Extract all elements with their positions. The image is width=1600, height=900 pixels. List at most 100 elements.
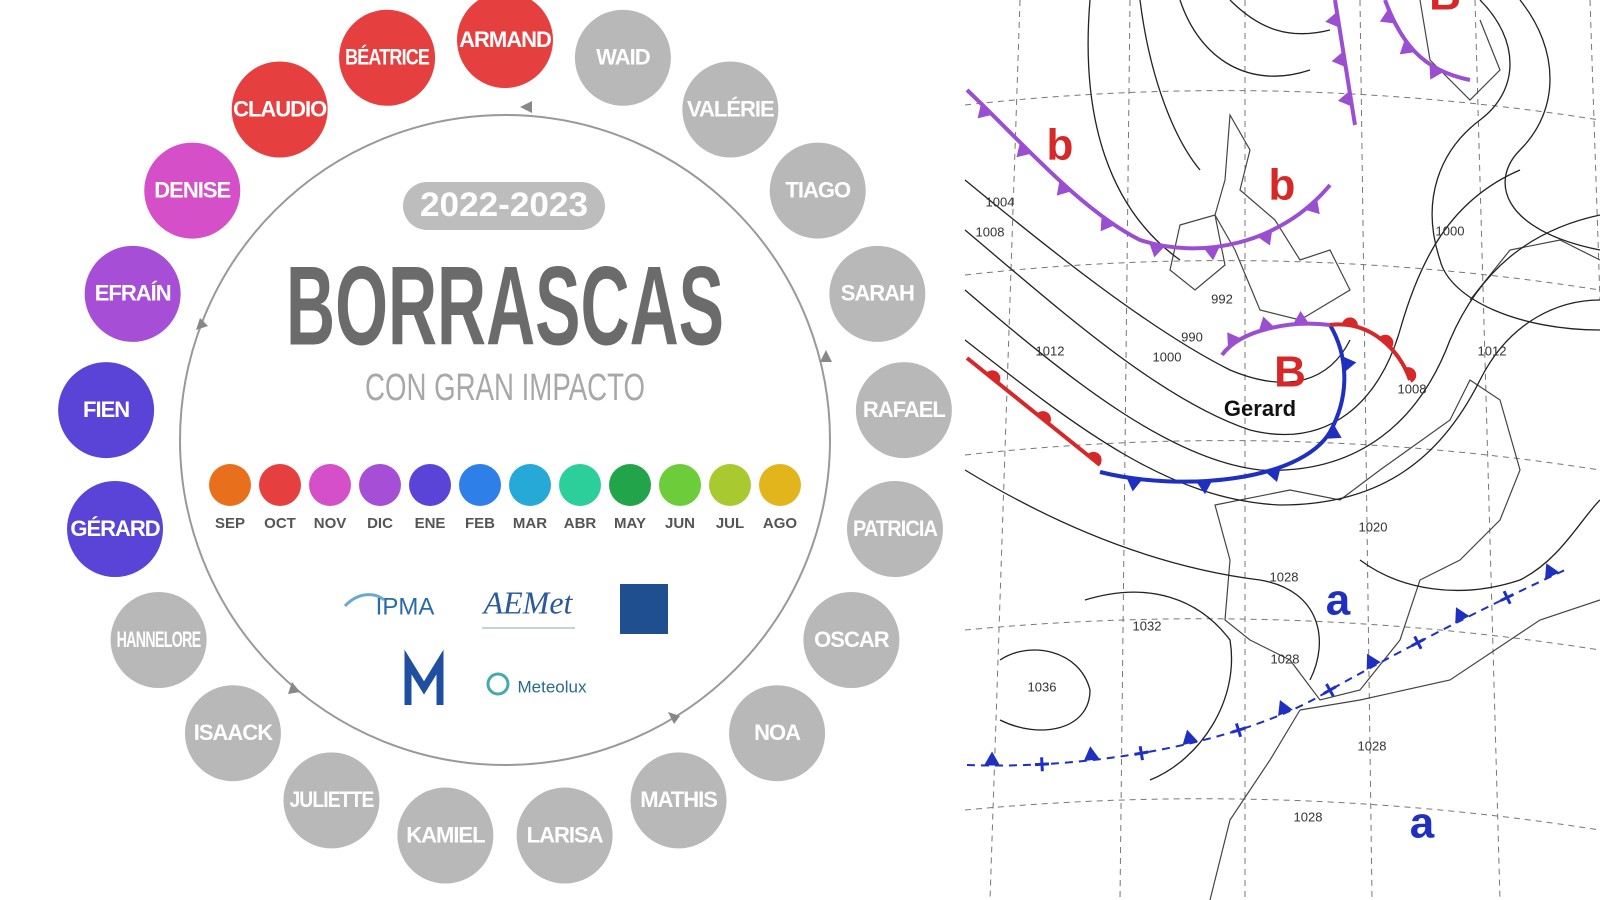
front-symbol: [1231, 722, 1246, 738]
month-dot: [509, 464, 551, 506]
front-symbol: [1379, 334, 1394, 349]
front-symbol: [1544, 563, 1560, 580]
front-symbol: [1182, 729, 1199, 746]
isobar: [999, 649, 1091, 731]
front-symbol: [1134, 746, 1149, 761]
storm-name: CLAUDIO: [233, 96, 327, 121]
isobar-label: 992: [1211, 291, 1233, 306]
month-label: MAY: [614, 515, 646, 532]
ring-arrow: [820, 350, 832, 362]
month-label: NOV: [314, 515, 347, 532]
years: 2022-2023: [420, 186, 588, 224]
front-symbol: [1227, 332, 1242, 348]
month-label: SEP: [215, 515, 245, 532]
front-symbol: [1323, 683, 1337, 697]
isobar-label: 1008: [1398, 381, 1427, 396]
storm-name: JULIETTE: [289, 787, 373, 812]
warm-front: [1329, 322, 1412, 381]
front-symbol: [1258, 316, 1275, 332]
cold-front: [1099, 323, 1347, 484]
storm-bubble: [67, 481, 164, 578]
front-symbol: [986, 370, 1001, 384]
isobar-label: 990: [1181, 329, 1203, 344]
storm-bubble: [397, 787, 494, 884]
storm-bubble: [630, 752, 727, 849]
storm-name: WAID: [596, 45, 650, 70]
system-label: b: [1047, 121, 1074, 170]
storm-bubble: [574, 9, 671, 106]
coast-ie: [1169, 214, 1226, 291]
isobars: [964, 0, 1600, 781]
storm-name: FIEN: [83, 397, 129, 422]
month-label: AGO: [763, 515, 798, 532]
front-symbol: [1342, 356, 1357, 373]
front-symbol: [1087, 451, 1102, 465]
storm-name: NOA: [754, 720, 801, 745]
storm-label: Gerard: [1224, 396, 1296, 421]
storm-name: TIAGO: [785, 177, 851, 202]
logo-ipma: IPMA: [376, 593, 435, 620]
logo-swoosh: [343, 593, 385, 608]
month-dot: [609, 464, 651, 506]
storm-name: DENISE: [154, 177, 230, 202]
isobar-label: 1036: [1028, 679, 1057, 694]
month-label: FEB: [465, 515, 495, 532]
front-symbol: [1149, 242, 1165, 258]
storm-name: ARMAND: [459, 27, 551, 52]
front-symbol: [1331, 51, 1346, 68]
month-dot: [459, 464, 501, 506]
front-symbol: [1337, 90, 1353, 107]
grid-line: [1359, 0, 1373, 900]
front-symbol: [1305, 199, 1320, 215]
front-symbol: [1500, 590, 1515, 605]
ring-arrow: [196, 318, 208, 330]
month-dot: [209, 464, 251, 506]
front-symbol: [1293, 310, 1310, 325]
logo-ring: [486, 672, 510, 696]
grid-line: [964, 440, 1600, 471]
front-symbol: [1405, 367, 1417, 383]
storm-bubble: [803, 592, 900, 688]
subtitle: CON GRAN IMPACTO: [365, 367, 645, 409]
front-symbol: [1399, 39, 1415, 55]
front-symbol: [1379, 8, 1396, 24]
storm-bubble: [283, 752, 380, 849]
storm-bubble: [457, 0, 553, 88]
month-label: MAR: [513, 515, 547, 532]
month-label: JUN: [665, 515, 695, 532]
front-symbol: [1265, 467, 1281, 482]
logo-aemet: AEMet: [482, 584, 574, 620]
month-dot: [559, 464, 601, 506]
front-symbol: [1366, 653, 1381, 670]
month-label: OCT: [264, 515, 296, 532]
coastlines: [1169, 0, 1600, 900]
front-symbol: [1326, 424, 1342, 439]
front-symbol: [1196, 480, 1213, 495]
map-labels: b b B Gerard a a B 1004 1008 1012 1000 9…: [976, 0, 1507, 848]
isobar: [964, 469, 1321, 681]
isobar: [964, 299, 1600, 506]
isobar-label: 1004: [986, 194, 1015, 209]
front-symbol: [1083, 746, 1100, 762]
occluded-front: [1220, 321, 1331, 357]
map-bg: [965, 0, 1600, 900]
isobar-label: 1008: [976, 224, 1005, 239]
storm-bubble: [682, 61, 779, 158]
ring-arrow: [520, 101, 532, 113]
storm-bubble: [829, 245, 926, 342]
storm-bubble: [516, 787, 613, 884]
month-dot: [309, 464, 351, 506]
logo-box: [620, 584, 668, 634]
occluded-front: [965, 88, 1332, 251]
front-symbol: [1410, 635, 1425, 650]
isobar-label: 1020: [1359, 519, 1388, 534]
coast-iberia: [1214, 379, 1521, 701]
ring-arrow: [288, 682, 300, 694]
years-pill: [403, 182, 605, 230]
coast-africa: [1299, 599, 1600, 711]
storm-bubble: [855, 362, 952, 459]
month-dot: [359, 464, 401, 506]
map-grid: [964, 0, 1600, 900]
logo-meteolux: Meteolux: [518, 677, 587, 696]
